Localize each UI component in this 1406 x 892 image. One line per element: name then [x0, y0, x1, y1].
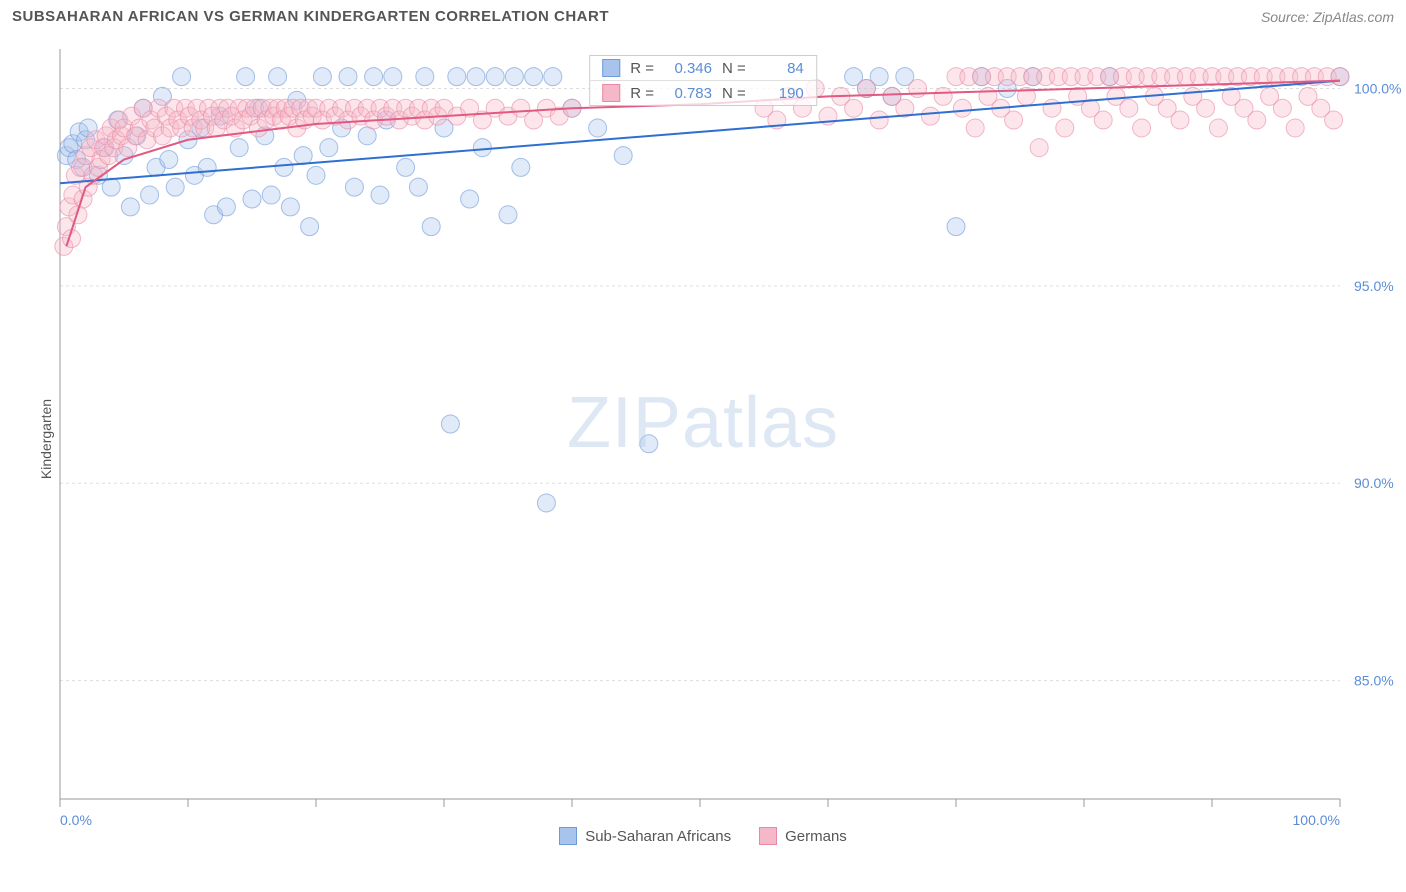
legend-swatch [559, 827, 577, 845]
legend-item: Sub-Saharan Africans [559, 827, 731, 845]
stat-n-value: 190 [756, 85, 804, 102]
chart-header: SUBSAHARAN AFRICAN VS GERMAN KINDERGARTE… [0, 0, 1406, 29]
stat-r-value: 0.346 [664, 60, 712, 77]
stat-r-label: R = [630, 85, 654, 102]
legend-stats-row: R = 0.783 N = 190 [590, 80, 816, 105]
chart-title: SUBSAHARAN AFRICAN VS GERMAN KINDERGARTE… [12, 8, 609, 25]
svg-text:100.0%: 100.0% [1354, 80, 1401, 96]
svg-text:95.0%: 95.0% [1354, 278, 1394, 294]
legend-stats: R = 0.346 N = 84 R = 0.783 N = 190 [589, 55, 817, 106]
legend-swatch [602, 84, 620, 102]
svg-text:85.0%: 85.0% [1354, 673, 1394, 689]
legend-label: Sub-Saharan Africans [585, 828, 731, 845]
y-axis-label: Kindergarten [38, 399, 54, 479]
svg-text:90.0%: 90.0% [1354, 475, 1394, 491]
legend-series: Sub-Saharan Africans Germans [0, 823, 1406, 849]
legend-label: Germans [785, 828, 847, 845]
stat-n-label: N = [722, 60, 746, 77]
chart-svg: 85.0%90.0%95.0%100.0%0.0%100.0% [0, 29, 1406, 849]
stat-n-value: 84 [756, 60, 804, 77]
legend-stats-row: R = 0.346 N = 84 [590, 56, 816, 80]
legend-item: Germans [759, 827, 847, 845]
legend-swatch [602, 59, 620, 77]
source-label: Source: ZipAtlas.com [1261, 9, 1394, 25]
chart-container: 85.0%90.0%95.0%100.0%0.0%100.0% Kinderga… [0, 29, 1406, 849]
stat-n-label: N = [722, 85, 746, 102]
stat-r-value: 0.783 [664, 85, 712, 102]
stat-r-label: R = [630, 60, 654, 77]
legend-swatch [759, 827, 777, 845]
